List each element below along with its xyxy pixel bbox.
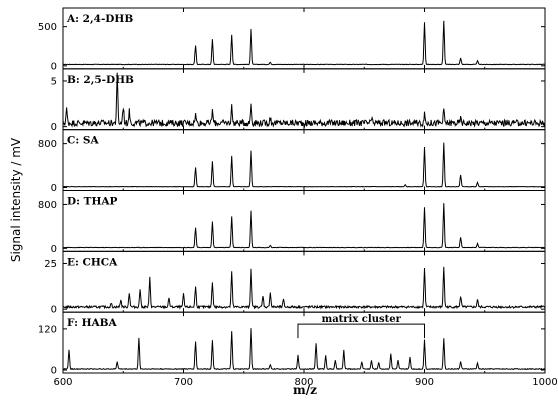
y-tick-label: 5 [51, 76, 57, 87]
panel-label: D: THAP [67, 196, 118, 208]
y-tick-label: 0 [51, 122, 57, 133]
x-tick-label: 800 [294, 377, 313, 388]
y-tick-label: 0 [51, 244, 57, 255]
panel-6: 0 120 F: HABA [38, 311, 546, 377]
spectrum-trace [62, 328, 546, 371]
y-tick-label: 800 [38, 200, 57, 211]
panel-frame [62, 129, 546, 192]
spectrum-trace [62, 203, 546, 249]
y-tick-label: 800 [38, 139, 57, 150]
panel-label: C: SA [67, 135, 99, 147]
panel-5: 0 25 E: CHCA [44, 250, 546, 316]
panel-label: A: 2,4-DHB [66, 13, 133, 25]
y-tick-label: 0 [51, 61, 57, 72]
y-tick-label: 25 [44, 259, 57, 270]
panel-frame [62, 7, 546, 70]
panel-4: 0 800 D: THAP [38, 190, 546, 255]
panel-frame [62, 190, 546, 252]
y-tick-label: 500 [38, 22, 57, 33]
spectrum-trace [62, 72, 546, 129]
y-tick-label: 120 [38, 324, 57, 335]
panel-frame [62, 250, 546, 313]
y-tick-label: 0 [51, 183, 57, 194]
x-tick-label: 700 [174, 377, 193, 388]
y-axis-title: Signal intensity / mV [9, 137, 23, 262]
spectrum-trace [62, 142, 546, 188]
x-axis-title: m/z [293, 383, 317, 397]
panel-label: F: HABA [67, 317, 118, 329]
spectrum-trace [63, 20, 545, 66]
annotation-label: matrix cluster [322, 314, 402, 325]
annotation-bracket: matrix cluster [297, 314, 425, 339]
x-tick-label: 1000 [532, 377, 557, 388]
x-tick-label: 900 [415, 377, 434, 388]
y-tick-label: 0 [51, 305, 57, 316]
x-axis: 600 700 800 900 1000 [53, 377, 557, 388]
spectrum-trace [62, 266, 546, 310]
panel-2: 0 5 B: 2,5-DHB [51, 68, 546, 133]
panels-layer: 0 500 A: 2,4-DHB 0 5 B: 2,5-DHB 0 800 C: SA 0 800 D… [38, 7, 546, 377]
x-tick-label: 600 [53, 377, 72, 388]
panel-3: 0 800 C: SA [38, 129, 546, 194]
panel-frame [62, 311, 546, 374]
panel-frame [62, 68, 546, 131]
bracket-line [297, 323, 425, 339]
panel-label: B: 2,5-DHB [67, 74, 134, 86]
panel-1: 0 500 A: 2,4-DHB [38, 7, 546, 72]
panel-label: E: CHCA [67, 256, 118, 268]
y-tick-label: 0 [51, 366, 57, 377]
